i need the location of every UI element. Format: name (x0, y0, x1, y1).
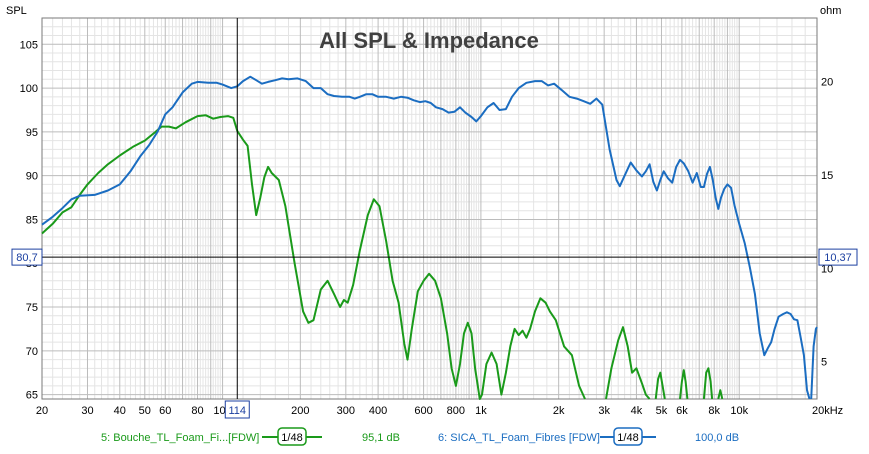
series-5-segment-2 (654, 371, 666, 400)
cursor-x-label-box (224, 400, 250, 419)
x-tick-label: 10k (730, 405, 748, 417)
chart-title: All SPL & Impedance (319, 28, 539, 53)
x-tick-label: 300 (337, 405, 355, 417)
cursor-left-label: 80,7 (16, 252, 37, 264)
cursor[interactable]: 114 80,7 10,37 (11, 18, 858, 419)
legend-series-6-smoothing: 1/48 (617, 432, 638, 444)
legend-series-6-name: 6: SICA_TL_Foam_Fibres [FDW] (438, 432, 600, 444)
left-y-tick-labels: 65707580859095100105 (20, 39, 38, 401)
x-tick-label: 20kHz (812, 405, 843, 417)
x-tick-label: 2k (553, 405, 565, 417)
right-y-tick-labels: 5 10 15 20 (821, 77, 833, 369)
plot-frame (41, 17, 818, 400)
legend-entry-series-6[interactable]: 6: SICA_TL_Foam_Fibres [FDW] 1/48 100,0 … (438, 427, 739, 446)
x-tick-label: 30 (81, 405, 93, 417)
right-y-tick-label: 15 (821, 170, 833, 182)
legend-series-6-value: 100,0 dB (695, 432, 739, 444)
series-5-segment-3 (679, 369, 689, 400)
right-axis-label: ohm (820, 5, 841, 17)
x-tick-label: 200 (291, 405, 309, 417)
x-tick-label: 6k (676, 405, 688, 417)
left-axis-label: SPL (6, 5, 27, 17)
x-tick-label: 40 (114, 405, 126, 417)
legend-series-5-value: 95,1 dB (362, 432, 400, 444)
right-y-tick-label: 5 (821, 357, 827, 369)
left-y-tick-label: 90 (26, 171, 38, 183)
x-tick-label: 1k (475, 405, 487, 417)
x-tick-label: 80 (191, 405, 203, 417)
legend-series-5-smoothing: 1/48 (281, 432, 302, 444)
legend-series-5-name: 5: Bouche_TL_Foam_Fi...[FDW] (101, 432, 259, 444)
series-6-line (41, 75, 811, 400)
x-tick-label: 60 (159, 405, 171, 417)
x-tick-labels: 20 30 40 50 60 80 100 200 300 400 600 800 1k 2k 3k 4k 5k… (36, 405, 843, 417)
left-y-tick-label: 100 (20, 83, 38, 95)
cursor-x-label: 114 (228, 405, 246, 417)
cursor-right-label: 10,37 (824, 252, 852, 264)
x-tick-label: 5k (656, 405, 668, 417)
x-tick-label: 600 (414, 405, 432, 417)
x-tick-label: 20 (36, 405, 48, 417)
right-y-tick-label: 10 (821, 263, 833, 275)
series-5-segment-5 (717, 389, 724, 400)
x-tick-label: 3k (598, 405, 610, 417)
major-grid (42, 18, 817, 399)
left-y-tick-label: 70 (26, 346, 38, 358)
x-tick-label: 400 (369, 405, 387, 417)
left-y-tick-label: 105 (20, 39, 38, 51)
cursor-left-label-box (11, 248, 43, 266)
right-y-tick-label: 20 (821, 77, 833, 89)
x-tick-label: 4k (631, 405, 643, 417)
left-y-tick-label: 75 (26, 302, 38, 314)
legend: 5: Bouche_TL_Foam_Fi...[FDW] 1/48 95,1 d… (101, 427, 739, 446)
left-y-tick-label: 95 (26, 127, 38, 139)
series-5-segment-1 (605, 326, 651, 400)
series-5-segment-4 (702, 367, 714, 400)
x-tick-label: 8k (708, 405, 720, 417)
series-layer (41, 75, 818, 400)
series-6-segment-1 (810, 326, 818, 400)
x-tick-label: 800 (447, 405, 465, 417)
series-5-line (41, 114, 586, 400)
x-tick-label: 50 (139, 405, 151, 417)
legend-entry-series-5[interactable]: 5: Bouche_TL_Foam_Fi...[FDW] 1/48 95,1 d… (101, 427, 400, 446)
cursor-right-label-box (818, 248, 858, 266)
minor-grid (42, 17, 817, 399)
left-y-tick-label: 65 (26, 390, 38, 402)
left-y-tick-label: 85 (26, 214, 38, 226)
